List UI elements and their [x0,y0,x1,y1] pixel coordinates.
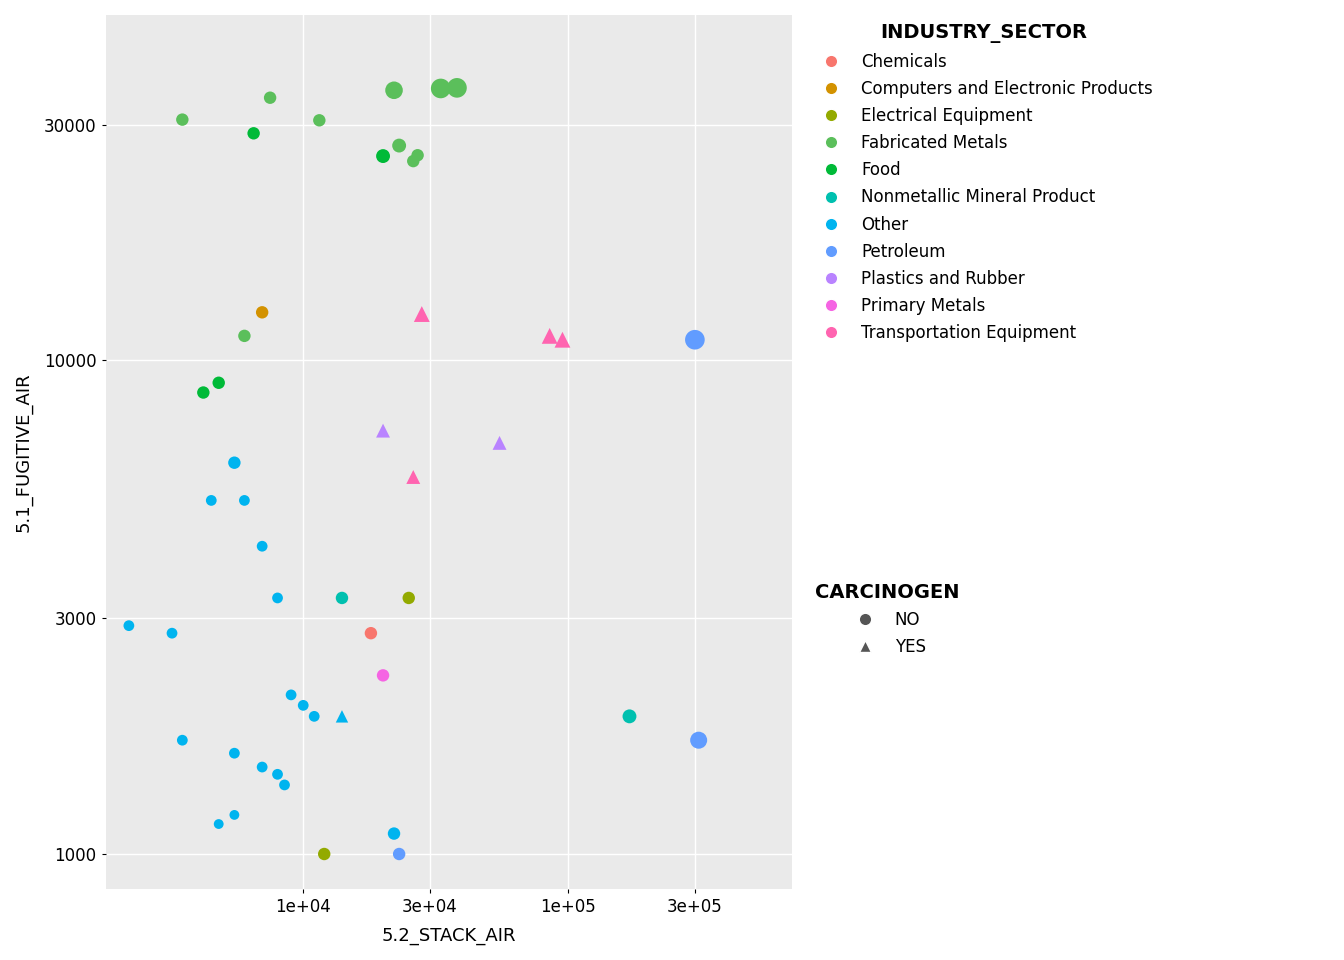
Point [208,375,230,391]
Point [281,687,302,703]
Point [618,708,640,724]
Point [383,826,405,841]
Point [331,708,352,724]
Point [552,332,574,348]
Point [208,816,230,831]
Point [243,126,265,141]
Point [251,759,273,775]
Point [407,148,429,163]
Point [411,306,433,322]
Point [360,626,382,641]
Point [200,492,222,508]
Point [372,423,394,439]
Point [372,149,394,164]
Point [172,112,194,128]
Point [309,112,331,128]
Point [402,154,423,169]
Point [161,626,183,641]
Point [192,385,214,400]
Point [234,328,255,344]
Point [688,732,710,748]
Point [388,138,410,154]
Point [430,81,452,96]
Point [383,83,405,98]
Point [489,435,511,450]
Point [388,847,410,862]
Point [223,807,245,823]
Point [398,590,419,606]
Point [266,767,288,782]
Point [266,590,288,606]
Point [234,492,255,508]
Legend: NO, YES: NO, YES [814,583,960,656]
Point [251,304,273,320]
Point [223,455,245,470]
Point [293,698,314,713]
Point [539,328,560,344]
Point [331,590,352,606]
Point [172,732,194,748]
Point [446,81,468,96]
Point [274,778,296,793]
Point [402,469,423,485]
Point [118,618,140,634]
Point [313,847,335,862]
Point [372,668,394,684]
Point [684,332,706,348]
Point [223,746,245,761]
Y-axis label: 5.1_FUGITIVE_AIR: 5.1_FUGITIVE_AIR [15,372,34,532]
Point [251,539,273,554]
Point [259,90,281,106]
X-axis label: 5.2_STACK_AIR: 5.2_STACK_AIR [382,927,516,945]
Point [304,708,325,724]
